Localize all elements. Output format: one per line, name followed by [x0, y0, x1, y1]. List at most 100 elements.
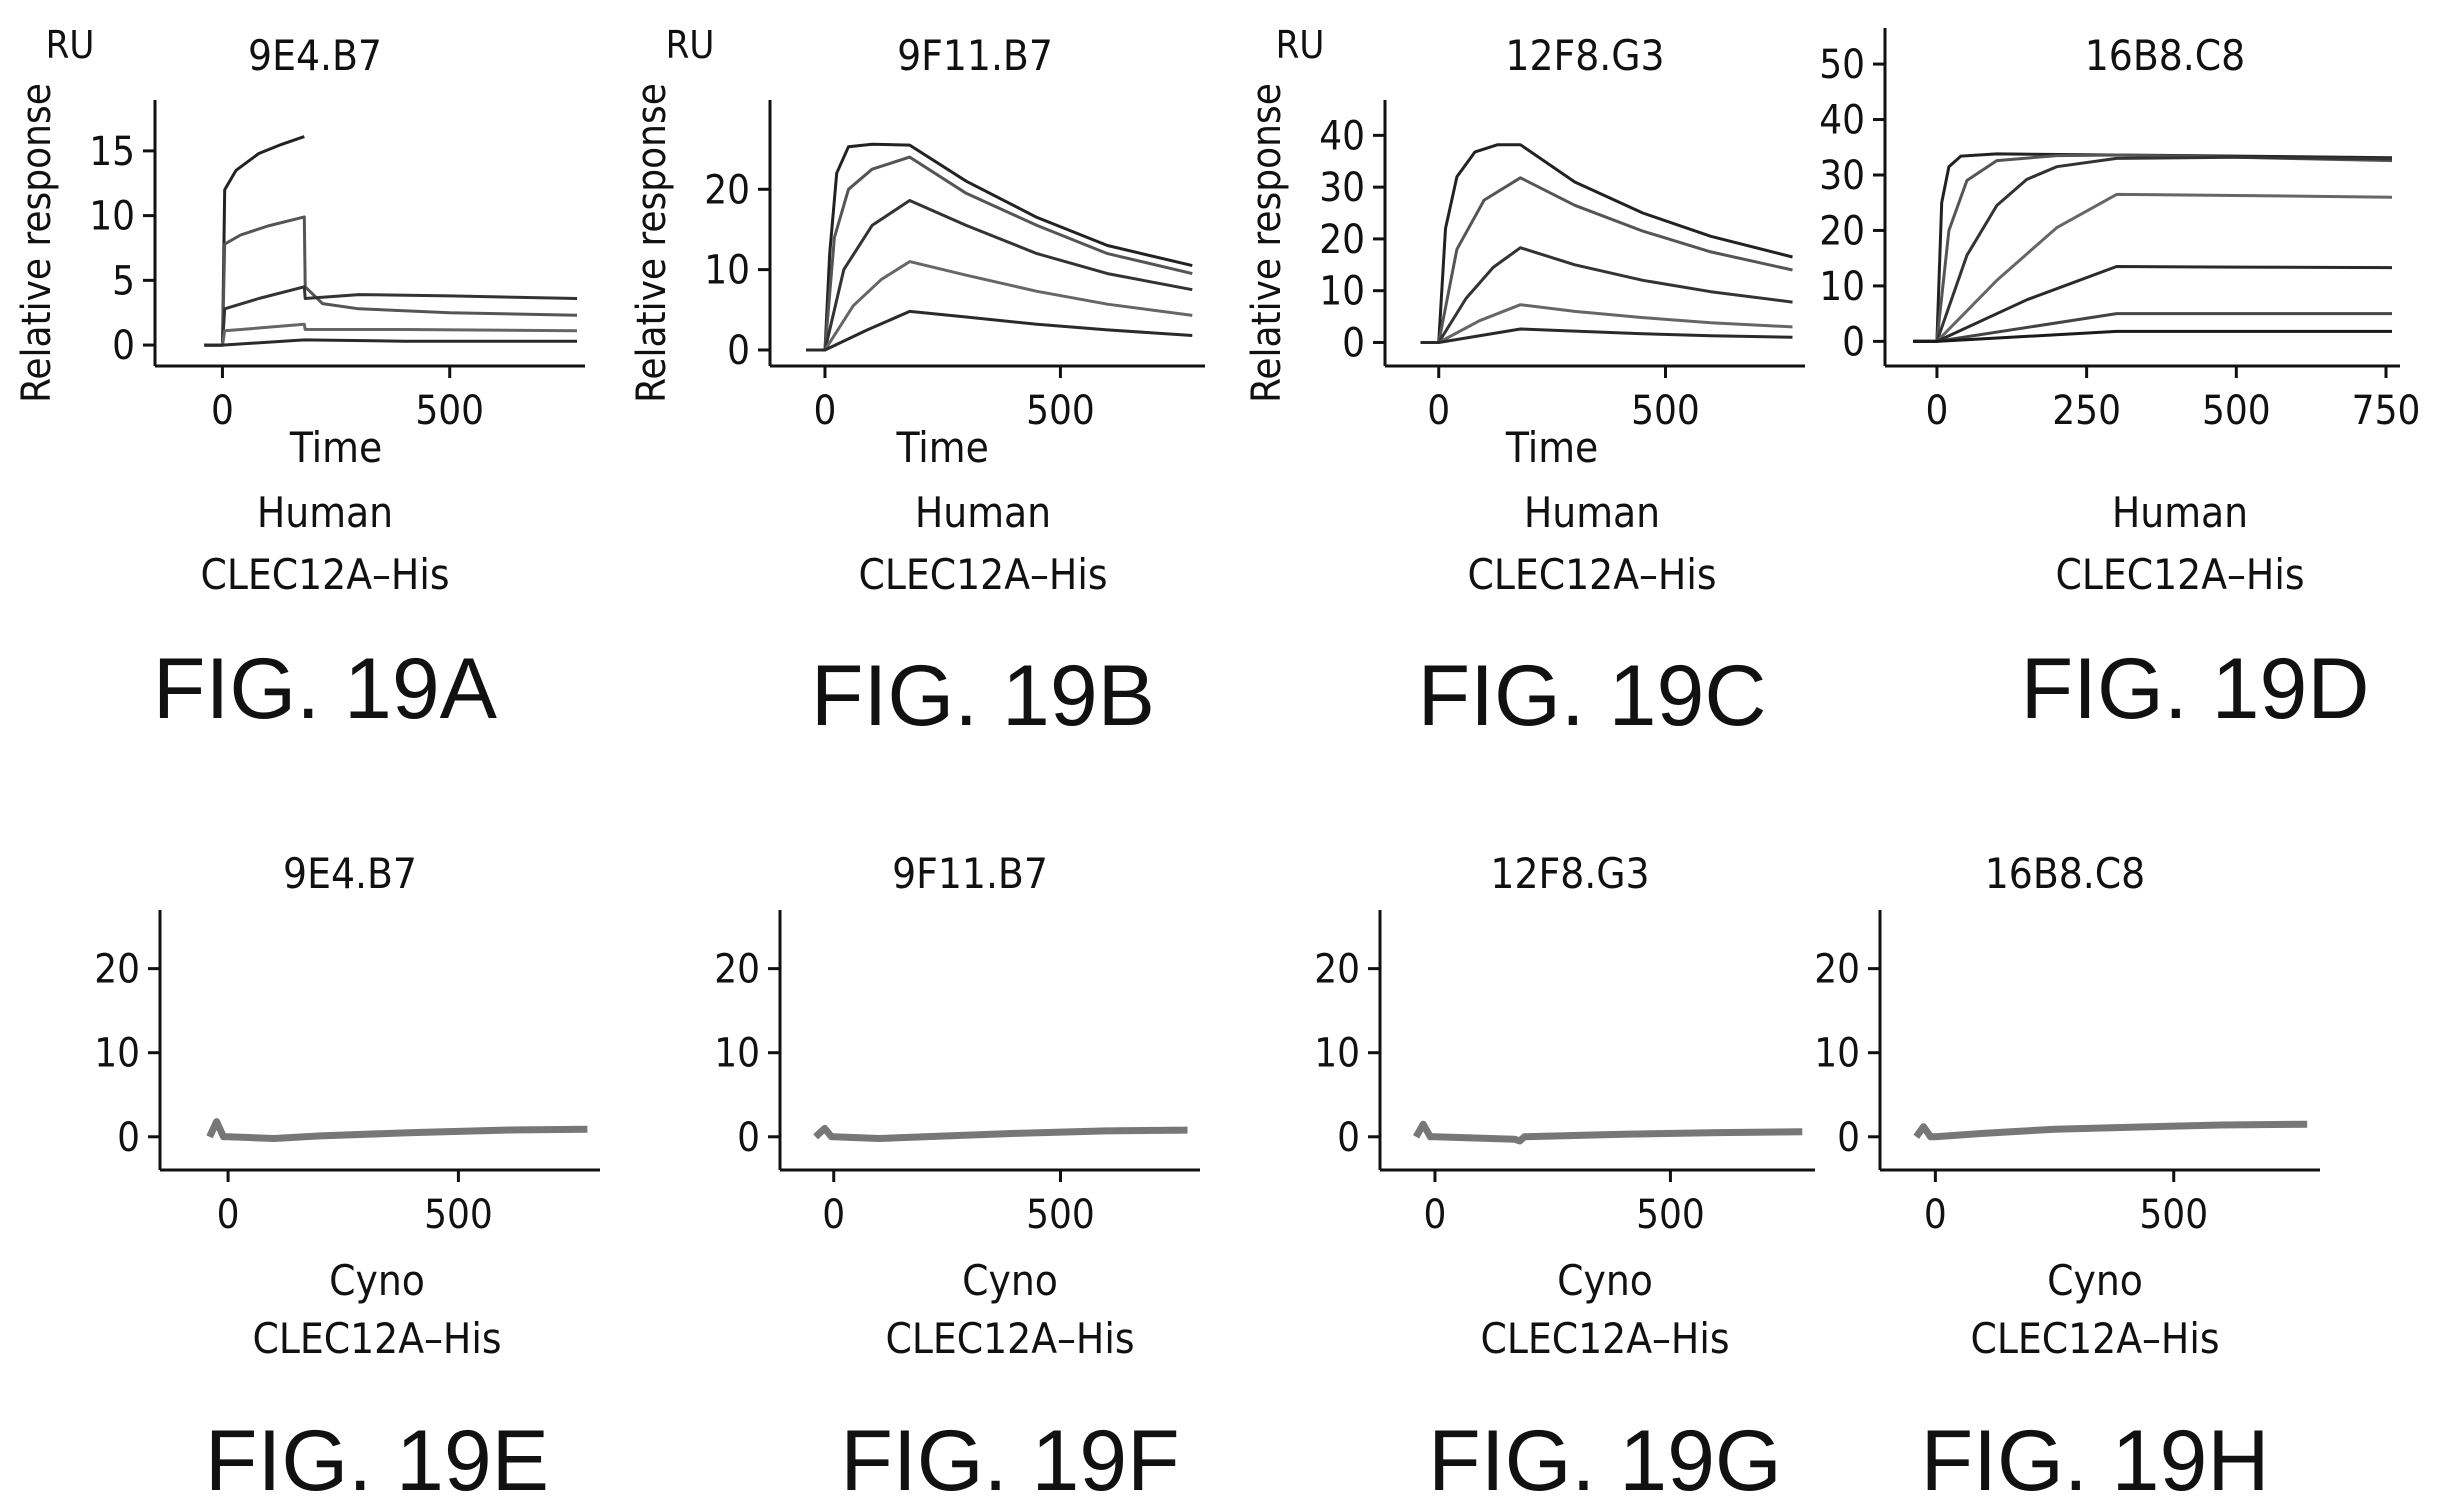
y-tick-label: 0: [1842, 319, 1865, 365]
series-line-1: [206, 1118, 588, 1142]
y-tick-label: 20: [714, 947, 760, 993]
x-tick-label: 500: [2202, 388, 2271, 434]
chart-panel-f: 0 10 20 0 500 9F11.B7 Cyno CLEC12A–His FIG. 19F: [714, 849, 1200, 1509]
species-label: Human: [1524, 488, 1660, 537]
x-tick-label: 0: [1925, 388, 1948, 434]
protein-label: CLEC12A–His: [1480, 1314, 1729, 1363]
y-tick-label: 10: [1814, 1031, 1860, 1077]
chart-title: 9E4.B7: [248, 31, 382, 80]
figure-label: FIG. 19B: [811, 648, 1155, 744]
x-tick-label: 500: [1026, 388, 1095, 434]
x-tick-label: 500: [424, 1192, 493, 1238]
chart-panel-b: 0 10 20 0 500 9F11.B7 RU Relative response Time H…: [629, 23, 1205, 744]
y-tick-label: 20: [704, 167, 750, 213]
protein-label: CLEC12A–His: [858, 550, 1107, 599]
chart-title: 12F8.G3: [1490, 849, 1649, 898]
x-tick-label: 0: [822, 1192, 845, 1238]
x-tick-label: 500: [1631, 388, 1700, 434]
x-tick-label: 500: [415, 388, 484, 434]
protein-label: CLEC12A–His: [200, 550, 449, 599]
y-axis-label: Relative response: [629, 83, 675, 403]
y-tick-label: 10: [89, 194, 135, 240]
chart-title: 16B8.C8: [2085, 31, 2245, 80]
y-tick-label: 20: [1814, 947, 1860, 993]
species-label: Cyno: [962, 1256, 1058, 1305]
chart-panel-g: 0 10 20 0 500 12F8.G3 Cyno CLEC12A–His FIG. 19G: [1314, 849, 1815, 1509]
figure-label: FIG. 19E: [205, 1413, 549, 1509]
x-tick-label: 500: [1636, 1192, 1705, 1238]
series-line-2: [1420, 176, 1793, 344]
x-tick-label: 250: [2052, 388, 2121, 434]
series-line-1: [813, 1124, 1188, 1142]
y-tick-label: 30: [1819, 153, 1865, 199]
series-line-1: [1413, 1120, 1803, 1145]
x-axis-label: Time: [289, 423, 382, 472]
y-tick-label: 30: [1319, 165, 1365, 211]
protein-label: CLEC12A–His: [1970, 1314, 2219, 1363]
series-line-1: [806, 142, 1193, 352]
y-tick-label: 0: [1837, 1115, 1860, 1161]
species-label: Cyno: [2047, 1256, 2143, 1305]
figure-label: FIG. 19A: [153, 641, 498, 737]
series-line-5: [1420, 327, 1793, 344]
chart-title: 16B8.C8: [1985, 849, 2145, 898]
y-axis-label: Relative response: [14, 83, 60, 403]
chart-panel-e: 0 10 20 0 500 9E4.B7 Cyno CLEC12A–His FIG. 19E: [94, 849, 600, 1509]
series-line-2: [806, 155, 1193, 352]
series-line-1: [204, 135, 305, 347]
y-tick-label: 50: [1819, 42, 1865, 88]
y-tick-label: 0: [1342, 320, 1365, 366]
series-line-3: [1420, 246, 1793, 344]
y-tick-label: 40: [1819, 98, 1865, 144]
series-line-4: [806, 260, 1193, 352]
protein-label: CLEC12A–His: [252, 1314, 501, 1363]
chart-title: 12F8.G3: [1505, 31, 1664, 80]
species-label: Human: [2112, 488, 2248, 537]
series-line-7: [1913, 329, 2392, 343]
x-tick-label: 0: [211, 388, 234, 434]
chart-title: 9F11.B7: [892, 849, 1048, 898]
series-line-3: [204, 285, 578, 347]
y-tick-label: 0: [727, 328, 750, 374]
species-label: Human: [915, 488, 1051, 537]
series-line-1: [1913, 1120, 2308, 1141]
chart-panel-c: 0 10 20 30 40 0 500 12F8.G3 RU Relative response T…: [1244, 23, 1805, 744]
y-tick-label: 10: [704, 248, 750, 294]
x-tick-label: 0: [217, 1192, 240, 1238]
x-tick-label: 0: [1427, 388, 1450, 434]
y-tick-label: 0: [737, 1115, 760, 1161]
y-tick-label: 10: [1819, 264, 1865, 310]
protein-label: CLEC12A–His: [885, 1314, 1134, 1363]
figure-label: FIG. 19F: [840, 1413, 1179, 1509]
figure-label: FIG. 19G: [1428, 1413, 1782, 1509]
y-tick-label: 20: [1819, 208, 1865, 254]
chart-panel-a: 0 5 10 15 0 500 9E4.B7 RU Relative response Time H…: [14, 23, 585, 737]
x-tick-label: 500: [2139, 1192, 2208, 1238]
chart-title: 9F11.B7: [897, 31, 1053, 80]
y-tick-label: 15: [89, 129, 135, 175]
protein-label: CLEC12A–His: [2055, 550, 2304, 599]
series-line-3: [1913, 155, 2393, 343]
x-tick-label: 0: [1424, 1192, 1447, 1238]
y-tick-label: 20: [1319, 217, 1365, 263]
chart-title: 9E4.B7: [283, 849, 417, 898]
y-tick-label: 20: [1314, 947, 1360, 993]
x-tick-label: 500: [1026, 1192, 1095, 1238]
y-unit-label: RU: [46, 23, 95, 67]
y-tick-label: 10: [1319, 269, 1365, 315]
y-tick-label: 20: [94, 947, 140, 993]
species-label: Cyno: [329, 1256, 425, 1305]
y-tick-label: 0: [112, 323, 135, 369]
series-line-4: [1420, 303, 1793, 344]
species-label: Human: [257, 488, 393, 537]
y-tick-label: 10: [94, 1031, 140, 1077]
y-axis-label: Relative response: [1244, 83, 1290, 403]
y-tick-label: 0: [1337, 1115, 1360, 1161]
x-tick-label: 0: [1924, 1192, 1947, 1238]
series-line-1: [1420, 143, 1793, 344]
series-line-5: [806, 309, 1193, 352]
figure-label: FIG. 19H: [1921, 1413, 2270, 1509]
series-line-3: [806, 199, 1193, 352]
